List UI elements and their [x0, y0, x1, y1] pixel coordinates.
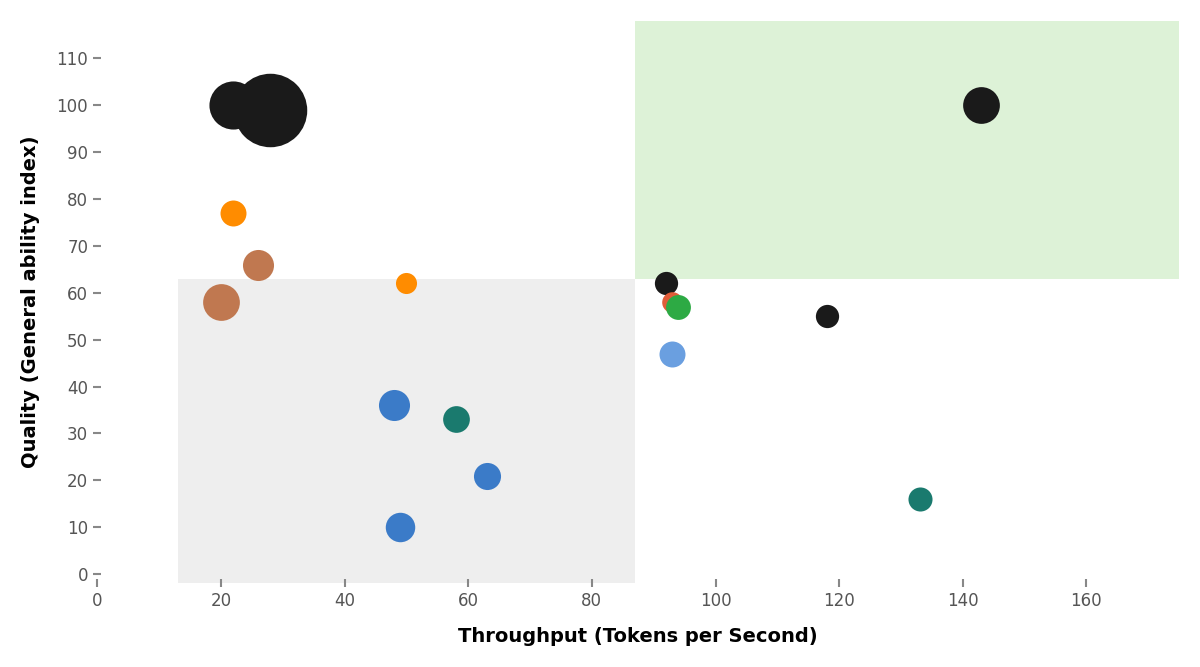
- Point: [972, 100, 991, 111]
- Point: [248, 259, 268, 270]
- Point: [446, 414, 466, 425]
- Point: [668, 301, 688, 312]
- Point: [211, 297, 230, 307]
- Point: [397, 278, 416, 289]
- Point: [391, 522, 410, 532]
- Bar: [635, 21, 1180, 279]
- Y-axis label: Quality (General ability index): Quality (General ability index): [20, 136, 40, 468]
- Point: [662, 297, 682, 307]
- Point: [656, 278, 676, 289]
- Point: [223, 207, 242, 218]
- Point: [910, 494, 929, 504]
- Point: [384, 400, 403, 411]
- X-axis label: Throughput (Tokens per Second): Throughput (Tokens per Second): [458, 627, 818, 646]
- Point: [478, 470, 497, 481]
- Bar: [178, 279, 635, 584]
- Point: [260, 105, 280, 115]
- Point: [817, 311, 836, 321]
- Point: [223, 100, 242, 111]
- Point: [662, 348, 682, 359]
